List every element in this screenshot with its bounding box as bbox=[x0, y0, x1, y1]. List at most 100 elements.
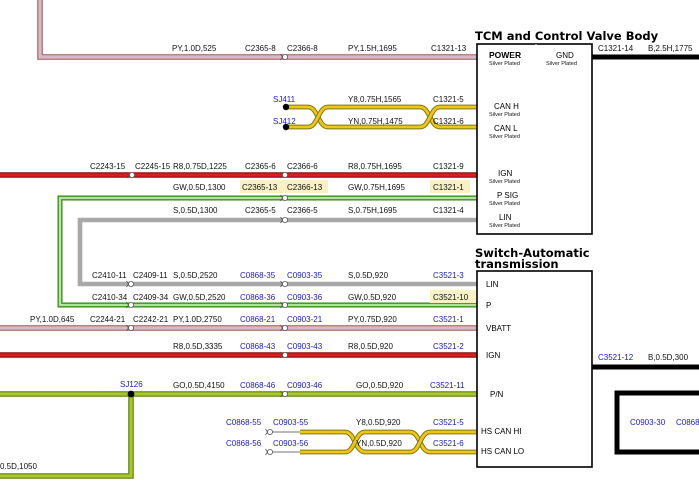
pin-ign-sub: Silver Plated bbox=[489, 179, 520, 185]
w1-c1: C2365-8 bbox=[245, 44, 276, 53]
s5-spec2: GO,0.5D,920 bbox=[356, 381, 404, 390]
s3-c1: C0868-21 bbox=[240, 315, 276, 324]
s2-spec: GW,0.5D,2520 bbox=[173, 293, 226, 302]
pin-can-h: CAN H bbox=[494, 102, 519, 111]
w4-spec2: R8,0.75H,1695 bbox=[348, 162, 402, 171]
switch-module: Switch-Automatic transmission LIN P VBAT… bbox=[475, 246, 593, 468]
s1-c0a: C2410-11 bbox=[92, 271, 127, 280]
wire-green-psig bbox=[57, 195, 477, 308]
w6-spec: S,0.5D,1300 bbox=[173, 206, 218, 215]
s3-c2: C0903-21 bbox=[287, 315, 323, 324]
w4-c1: C2365-6 bbox=[245, 162, 276, 171]
w5-spec: GW,0.5D,1300 bbox=[173, 183, 226, 192]
s1-spec2: S,0.5D,920 bbox=[348, 271, 389, 280]
w2-spec: Y8,0.75H,1565 bbox=[348, 95, 402, 104]
w6-c1: C2365-5 bbox=[245, 206, 276, 215]
switch-pin-hs-can-lo: HS CAN LO bbox=[481, 447, 524, 456]
w4-c0b: C2245-15 bbox=[135, 162, 171, 171]
w4-end: C1321-9 bbox=[433, 162, 464, 171]
s2-c1: C0868-36 bbox=[240, 293, 276, 302]
bl-spec: 0.5D,1050 bbox=[0, 462, 37, 471]
wire-gray-lin bbox=[77, 217, 477, 287]
w4-spec: R8,0.75D,1225 bbox=[173, 162, 227, 171]
s3-c0a: C2244-21 bbox=[90, 315, 126, 324]
s7-spec2: YN,0.5D,920 bbox=[356, 439, 402, 448]
tcm-module: TCM and Control Valve Body POWER Silver … bbox=[475, 29, 659, 235]
switch-pin-p: P bbox=[486, 301, 491, 310]
s1-spec: S,0.5D,2520 bbox=[173, 271, 218, 280]
pin-power-sub: Silver Plated bbox=[489, 61, 520, 67]
pin-gnd: GND bbox=[556, 51, 574, 60]
s1-c1: C0868-35 bbox=[240, 271, 276, 280]
pin-can-h-sub: Silver Plated bbox=[489, 112, 520, 118]
splice-sj126: SJ126 bbox=[120, 380, 143, 389]
wire-can-twisted-pair bbox=[282, 103, 477, 131]
s5-c1: C0868-46 bbox=[240, 381, 276, 390]
pin-gnd-sub: Silver Plated bbox=[546, 61, 577, 67]
s7-c2: C0903-56 bbox=[273, 439, 309, 448]
s4-c2: C0903-43 bbox=[287, 342, 323, 351]
s1-c2: C0903-35 bbox=[287, 271, 323, 280]
pin-psig: P SIG bbox=[497, 191, 518, 200]
pin-can-l: CAN L bbox=[494, 124, 518, 133]
pin-lin-sub: Silver Plated bbox=[489, 223, 520, 229]
switch-pin-pn: P/N bbox=[490, 390, 504, 399]
switch-pin-vbatt: VBATT bbox=[486, 324, 511, 333]
w6-c2: C2366-5 bbox=[287, 206, 318, 215]
s7-end: C3521-6 bbox=[433, 439, 464, 448]
w5-spec2: GW,0.75H,1695 bbox=[348, 183, 405, 192]
s2-spec2: GW,0.5D,920 bbox=[348, 293, 397, 302]
s3-spec: PY,1.0D,2750 bbox=[173, 315, 222, 324]
splice-sj412: SJ412 bbox=[273, 117, 296, 126]
w5-c1: C2365-13 bbox=[242, 183, 278, 192]
switch-pin-hs-can-hi: HS CAN HI bbox=[481, 427, 521, 436]
wire-go-pn bbox=[0, 390, 477, 479]
s4-c1: C0868-43 bbox=[240, 342, 276, 351]
s7-c1: C0868-56 bbox=[226, 439, 262, 448]
wire-black-bottom-right bbox=[614, 390, 699, 455]
wire-py-power bbox=[37, 0, 477, 60]
s2-c0a: C2410-34 bbox=[92, 293, 128, 302]
w1-c2: C2366-8 bbox=[287, 44, 318, 53]
sgnd-spec: B,0.5D,300 bbox=[648, 353, 689, 362]
s5-end: C3521-11 bbox=[430, 381, 465, 390]
s5-c2: C0903-46 bbox=[287, 381, 323, 390]
s2-end: C3521-10 bbox=[433, 293, 469, 302]
s1-c0b: C2409-11 bbox=[133, 271, 168, 280]
s4-spec: R8,0.5D,3335 bbox=[173, 342, 223, 351]
w2-end: C1321-5 bbox=[433, 95, 464, 104]
pin-psig-sub: Silver Plated bbox=[489, 201, 520, 207]
w4-c0a: C2243-15 bbox=[90, 162, 126, 171]
s6-c2: C0903-55 bbox=[273, 418, 309, 427]
s3-c0b: C2242-21 bbox=[133, 315, 169, 324]
switch-title-1: Switch-Automatic bbox=[475, 246, 590, 260]
wire-hs-can-twisted-pair bbox=[268, 429, 477, 455]
s3-spec2: PY,0.75D,920 bbox=[348, 315, 397, 324]
br-c2: C0868-30 bbox=[676, 418, 699, 427]
sgnd-end: C3521-12 bbox=[598, 353, 634, 362]
br-c1: C0903-30 bbox=[630, 418, 666, 427]
pin-can-l-sub: Silver Plated bbox=[489, 134, 520, 140]
pin-ign: IGN bbox=[498, 169, 512, 178]
tcm-title: TCM and Control Valve Body bbox=[475, 29, 659, 43]
w3-spec: YN,0.75H,1475 bbox=[348, 117, 403, 126]
w3-end: C1321-6 bbox=[433, 117, 464, 126]
s6-end: C3521-5 bbox=[433, 418, 464, 427]
s6-spec2: Y8,0.5D,920 bbox=[356, 418, 401, 427]
s2-c0b: C2409-34 bbox=[133, 293, 169, 302]
s2-c2: C0903-36 bbox=[287, 293, 323, 302]
pin-power: POWER bbox=[489, 50, 521, 60]
switch-pin-lin: LIN bbox=[486, 280, 499, 289]
s4-spec2: R8,0.5D,920 bbox=[348, 342, 393, 351]
w1-end: C1321-13 bbox=[431, 44, 467, 53]
pin-lin: LIN bbox=[499, 213, 512, 222]
s6-c1: C0868-55 bbox=[226, 418, 262, 427]
s4-end: C3521-2 bbox=[433, 342, 464, 351]
s3-end: C3521-1 bbox=[433, 315, 464, 324]
switch-pin-ign: IGN bbox=[486, 351, 500, 360]
w4-c2: C2366-6 bbox=[287, 162, 318, 171]
w1-spec2: PY,1.5H,1695 bbox=[348, 44, 397, 53]
w6-end: C1321-4 bbox=[433, 206, 464, 215]
w5-end: C1321-1 bbox=[433, 183, 464, 192]
